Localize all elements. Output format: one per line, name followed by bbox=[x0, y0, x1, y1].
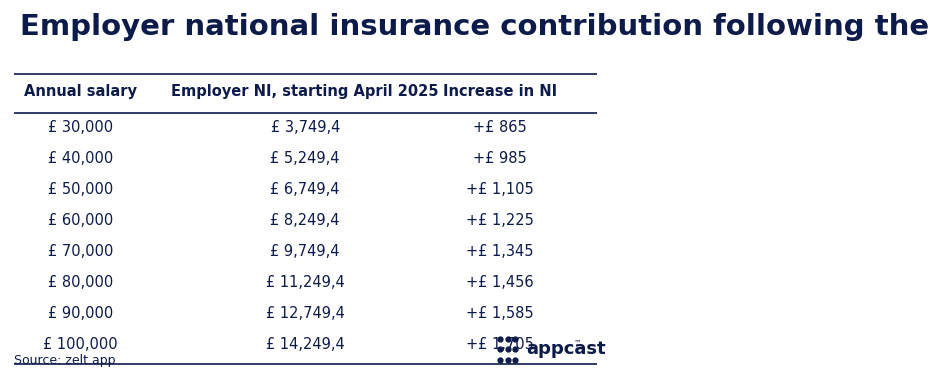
Text: +£ 1,585: +£ 1,585 bbox=[466, 306, 533, 321]
Text: £ 40,000: £ 40,000 bbox=[48, 151, 113, 166]
Text: £ 9,749,4: £ 9,749,4 bbox=[271, 244, 340, 259]
Text: £ 30,000: £ 30,000 bbox=[48, 120, 113, 135]
Text: £ 50,000: £ 50,000 bbox=[48, 182, 113, 197]
Text: Employer national insurance contribution following the budget: Employer national insurance contribution… bbox=[20, 13, 940, 41]
Text: £ 5,249,4: £ 5,249,4 bbox=[271, 151, 340, 166]
Text: Increase in NI: Increase in NI bbox=[443, 84, 556, 100]
Text: £ 14,249,4: £ 14,249,4 bbox=[266, 337, 345, 352]
Text: +£ 985: +£ 985 bbox=[473, 151, 526, 166]
Text: Annual salary: Annual salary bbox=[24, 84, 137, 100]
Text: Employer NI, starting April 2025: Employer NI, starting April 2025 bbox=[171, 84, 439, 100]
Text: £ 6,749,4: £ 6,749,4 bbox=[271, 182, 340, 197]
Text: +£ 1,456: +£ 1,456 bbox=[466, 275, 533, 290]
Text: £ 11,249,4: £ 11,249,4 bbox=[266, 275, 345, 290]
Text: appcast: appcast bbox=[526, 340, 606, 358]
Text: +£ 1,345: +£ 1,345 bbox=[466, 244, 533, 259]
Text: +£ 1,105: +£ 1,105 bbox=[465, 182, 534, 197]
Text: £ 60,000: £ 60,000 bbox=[48, 213, 113, 228]
Text: +£ 865: +£ 865 bbox=[473, 120, 526, 135]
Text: +£ 1,705: +£ 1,705 bbox=[465, 337, 534, 352]
Text: £ 90,000: £ 90,000 bbox=[48, 306, 113, 321]
Text: £ 3,749,4: £ 3,749,4 bbox=[271, 120, 340, 135]
Text: ™: ™ bbox=[573, 338, 581, 347]
Text: £ 100,000: £ 100,000 bbox=[43, 337, 118, 352]
Text: £ 80,000: £ 80,000 bbox=[48, 275, 113, 290]
Text: £ 8,249,4: £ 8,249,4 bbox=[271, 213, 340, 228]
Text: +£ 1,225: +£ 1,225 bbox=[465, 213, 534, 228]
Text: £ 12,749,4: £ 12,749,4 bbox=[266, 306, 345, 321]
Text: Source: zelt.app: Source: zelt.app bbox=[13, 354, 115, 367]
Text: £ 70,000: £ 70,000 bbox=[48, 244, 113, 259]
